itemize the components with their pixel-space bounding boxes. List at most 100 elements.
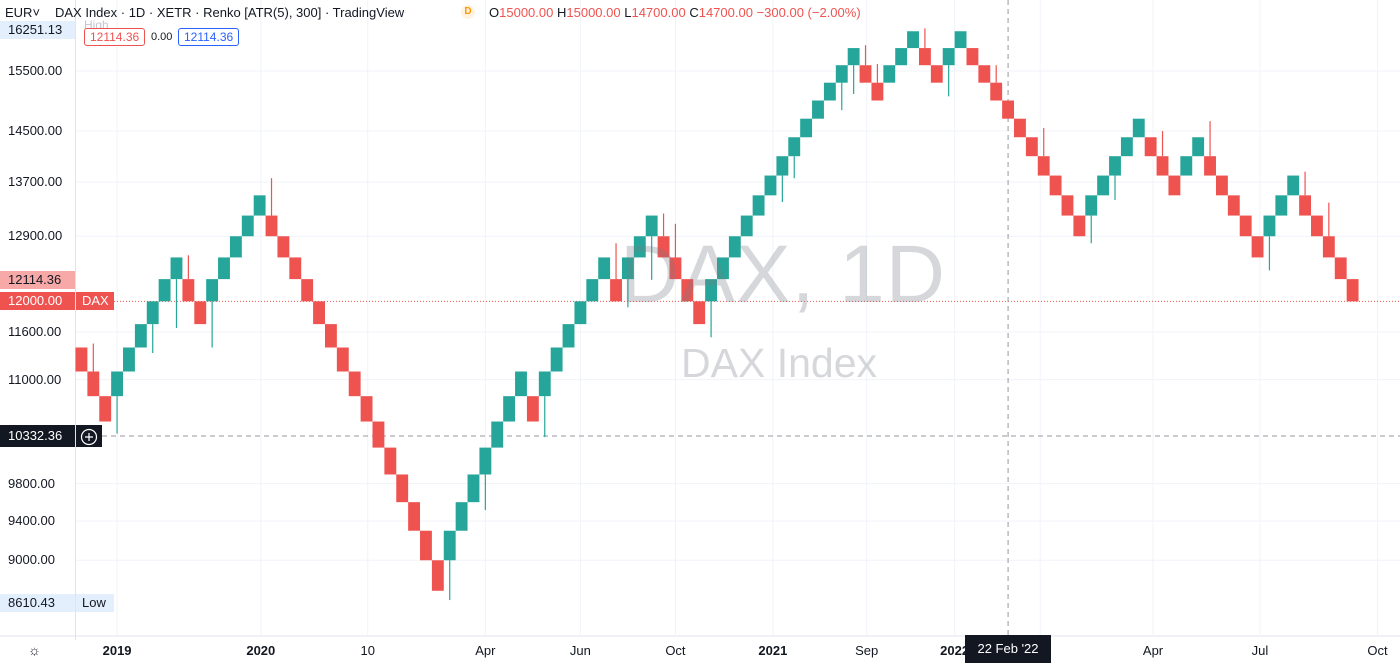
renko-brick-up	[123, 347, 135, 372]
renko-brick-up	[1132, 118, 1145, 138]
renko-brick-up	[764, 175, 777, 196]
price-tick-label: 14500.00	[8, 123, 63, 139]
renko-brick-up	[907, 31, 919, 49]
price-lines	[102, 0, 1400, 636]
renko-brick-down	[301, 279, 314, 302]
buy-price-box[interactable]: 12114.36	[178, 28, 240, 46]
crosshair-price-label: 10332.36	[0, 425, 75, 447]
renko-brick-up	[728, 236, 741, 258]
renko-brick-up	[895, 48, 908, 66]
renko-brick-up	[550, 347, 563, 372]
renko-brick-up	[954, 31, 967, 49]
close-label: C	[689, 5, 699, 20]
grid	[0, 0, 1400, 640]
price-tick-label: 15500.00	[8, 63, 63, 78]
renko-brick-down	[1299, 195, 1312, 216]
renko-brick-up	[1275, 195, 1288, 216]
renko-brick-down	[1049, 175, 1062, 196]
renko-brick-up	[776, 156, 789, 176]
low-tag: Low	[76, 594, 114, 612]
open-value: 15000.00	[499, 5, 554, 20]
renko-brick-up	[1192, 137, 1205, 157]
renko-brick-up	[479, 447, 492, 475]
price-tick-label: 9000.00	[8, 552, 55, 568]
renko-brick-up	[1180, 156, 1193, 176]
symbol-price-tag: DAX	[76, 292, 114, 311]
renko-brick-down	[431, 560, 444, 591]
time-tick-label: 2022	[940, 643, 970, 658]
currency-selector[interactable]: EUR˅	[5, 5, 41, 20]
renko-brick-up	[1085, 195, 1098, 216]
sell-price-box[interactable]: 12114.36	[84, 28, 146, 46]
renko-brick-up	[633, 236, 646, 258]
ohlc-legend: O15000.00 H15000.00 L14700.00 C14700.00 …	[489, 5, 861, 20]
renko-brick-down	[1061, 195, 1074, 216]
renko-brick-down	[1334, 257, 1347, 280]
renko-brick-up	[847, 48, 860, 66]
renko-brick-up	[717, 257, 729, 280]
time-tick-label: 2021	[758, 643, 788, 658]
renko-brick-up	[1120, 137, 1133, 157]
renko-brick-up	[586, 279, 599, 302]
renko-brick-up	[812, 100, 824, 119]
renko-brick-down	[990, 82, 1003, 101]
bricks	[75, 31, 1359, 591]
renko-brick-down	[1322, 236, 1335, 258]
price-tick-label: 9400.00	[8, 513, 55, 529]
price-tick-label: 12900.00	[8, 228, 63, 244]
open-label: O	[489, 5, 500, 20]
renko-brick-up	[574, 301, 587, 325]
renko-brick-down	[265, 215, 278, 237]
renko-brick-down	[360, 396, 373, 422]
renko-brick-down	[289, 257, 302, 280]
renko-brick-down	[681, 279, 694, 302]
renko-brick-up	[218, 257, 230, 280]
change-value: −300.00 (−2.00%)	[756, 5, 861, 20]
renko-brick-down	[194, 301, 207, 325]
add-alert-plus-icon[interactable]	[76, 425, 102, 447]
renko-brick-down	[1227, 195, 1240, 216]
renko-brick-up	[146, 301, 159, 325]
crosshair-date-label: 22 Feb '22	[965, 635, 1051, 663]
renko-brick-down	[693, 301, 706, 325]
symbol-title[interactable]: DAX Index · 1D · XETR · Renko [ATR(5), 3…	[55, 5, 405, 20]
renko-brick-down	[99, 396, 112, 422]
renko-brick-down	[1014, 118, 1026, 138]
renko-brick-up	[752, 195, 765, 216]
renko-brick-up	[1263, 215, 1276, 237]
renko-brick-up	[823, 82, 836, 101]
alt-price-label: 12114.36	[0, 271, 75, 290]
renko-brick-down	[1025, 137, 1038, 157]
renko-brick-down	[372, 421, 385, 448]
price-tick-label: 13700.00	[8, 174, 63, 190]
renko-brick-down	[1239, 215, 1252, 237]
renko-brick-down	[87, 371, 100, 397]
renko-brick-down	[1251, 236, 1264, 258]
renko-brick-up	[241, 215, 254, 237]
renko-brick-up	[158, 279, 171, 302]
time-tick-label: Apr	[1142, 643, 1164, 658]
renko-brick-down	[396, 474, 409, 503]
watermark-symbol: DAX, 1D	[620, 229, 946, 320]
renko-brick-up	[835, 65, 848, 83]
renko-brick-down	[859, 65, 872, 83]
renko-brick-up	[598, 257, 611, 280]
price-tick-label: 11000.00	[8, 371, 62, 387]
high-label: H	[556, 5, 567, 20]
close-value: 14700.00	[698, 5, 753, 20]
renko-brick-up	[1097, 175, 1110, 196]
renko-brick-up	[883, 65, 896, 83]
watermark-name: DAX Index	[681, 340, 877, 386]
renko-brick-down	[1346, 279, 1359, 302]
renko-brick-down	[657, 236, 670, 258]
renko-brick-up	[621, 257, 634, 280]
settings-gear-icon[interactable]: ☼	[28, 642, 41, 658]
data-source-icon: D	[461, 5, 475, 19]
renko-brick-up	[645, 215, 658, 237]
time-tick-label: 2019	[102, 643, 132, 658]
renko-brick-up	[562, 324, 575, 348]
time-tick-label: Oct	[1367, 643, 1388, 658]
renko-brick-up	[1109, 156, 1121, 176]
renko-brick-up	[538, 371, 551, 397]
